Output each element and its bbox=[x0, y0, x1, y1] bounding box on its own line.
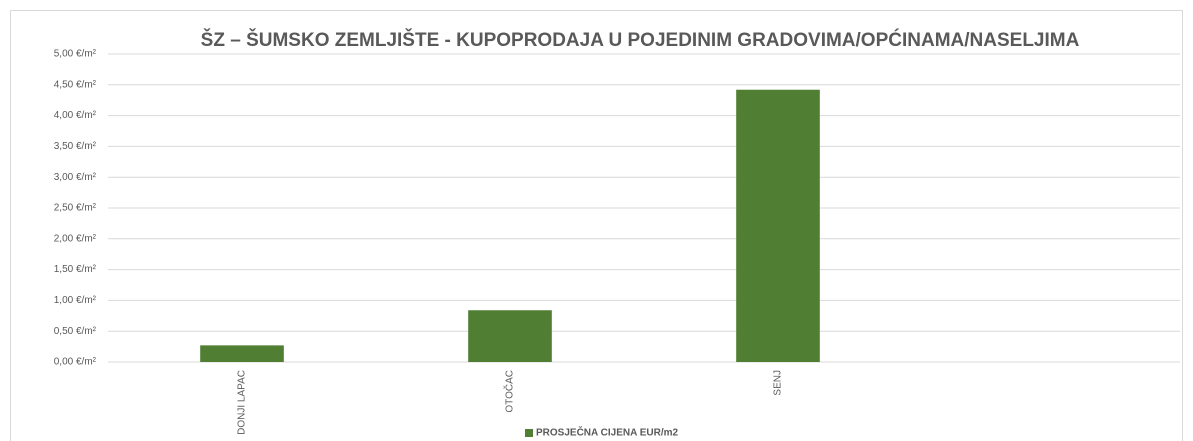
chart-frame bbox=[10, 10, 1183, 441]
y-tick-label: 3,00 €/m² bbox=[54, 172, 97, 183]
y-tick-label: 3,50 €/m² bbox=[54, 141, 97, 152]
bar bbox=[200, 345, 284, 362]
legend-swatch bbox=[525, 429, 533, 437]
y-tick-label: 4,00 €/m² bbox=[54, 110, 97, 121]
y-tick-label: 1,50 €/m² bbox=[54, 264, 97, 275]
y-tick-label: 1,00 €/m² bbox=[54, 295, 97, 306]
chart-title: ŠZ – ŠUMSKO ZEMLJIŠTE - KUPOPRODAJA U PO… bbox=[201, 29, 1080, 51]
y-tick-label: 4,50 €/m² bbox=[54, 79, 97, 90]
x-tick-label: SENJ bbox=[773, 370, 784, 396]
x-tick-label: OTOČAC bbox=[503, 370, 516, 413]
y-tick-label: 5,00 €/m² bbox=[54, 49, 97, 60]
bar bbox=[736, 89, 820, 362]
y-tick-label: 0,00 €/m² bbox=[54, 357, 97, 368]
legend-label: PROSJEČNA CIJENA EUR/m2 bbox=[536, 426, 679, 439]
y-tick-label: 2,50 €/m² bbox=[54, 203, 97, 214]
bar bbox=[468, 310, 552, 362]
x-tick-label: DONJI LAPAC bbox=[237, 370, 248, 435]
y-tick-label: 0,50 €/m² bbox=[54, 326, 97, 337]
y-tick-label: 2,00 €/m² bbox=[54, 233, 97, 244]
